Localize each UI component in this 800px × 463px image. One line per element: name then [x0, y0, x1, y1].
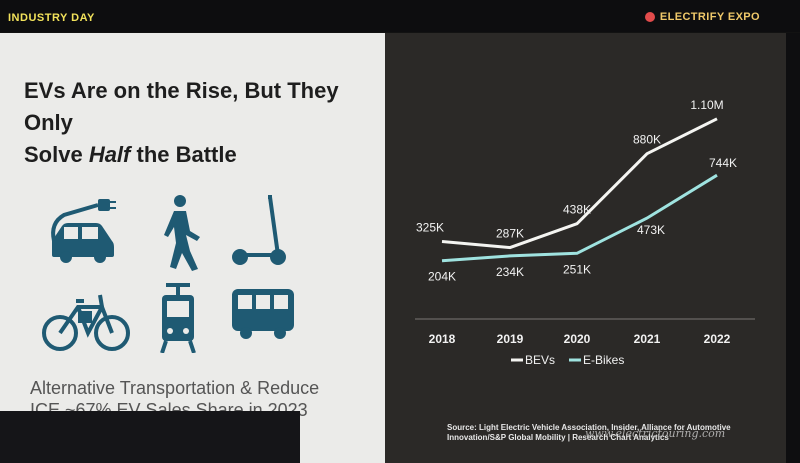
data-label-e-bikes-2019: 234K [496, 265, 524, 279]
expo-header-bar: INDUSTRY DAY ELECTRIFY EXPO [0, 0, 800, 32]
presentation-slide: EVs Are on the Rise, But They Only Solve… [0, 33, 786, 463]
title-line-1: EVs Are on the Rise, But They Only [24, 78, 339, 135]
series-line-e-bikes [441, 173, 718, 263]
legend-label-bevs: BEVs [525, 353, 555, 367]
data-label-bevs-2021: 880K [633, 133, 661, 147]
kick-scooter-icon [232, 195, 286, 265]
slide-title: EVs Are on the Rise, But They Only Solve… [24, 75, 374, 171]
electrify-expo-label: ELECTRIFY EXPO [659, 11, 760, 23]
data-label-e-bikes-2020: 251K [563, 262, 591, 276]
slide-left-panel: EVs Are on the Rise, But They Only Solve… [0, 33, 385, 463]
data-label-e-bikes-2021: 473K [637, 223, 665, 237]
slide-chart-panel: 325K 287K 438K 880K 1.10M 204K 234K 251K 473K 744… [385, 33, 786, 463]
x-tick-label-2018: 2018 [429, 332, 456, 346]
pedestrian-icon [164, 195, 200, 271]
screen-edge [786, 33, 800, 463]
growth-line-chart: 325K 287K 438K 880K 1.10M 204K 234K 251K 473K 744… [415, 98, 755, 367]
data-label-bevs-2019: 287K [496, 227, 524, 241]
logo-dot-icon [644, 12, 655, 22]
watermark-text: www.electrictouring.com [585, 427, 726, 440]
bus-icon [232, 289, 294, 339]
data-label-bevs-2018: 325K [416, 221, 444, 235]
legend-label-e-bikes: E-Bikes [583, 353, 624, 367]
e-bike-icon [42, 294, 130, 351]
title-line-2-emphasis: Half [88, 142, 131, 167]
title-line-2: Solve Half the Battle [24, 139, 374, 171]
electric-car-icon [51, 199, 116, 263]
chart-legend: BEVs E-Bikes [511, 353, 624, 367]
transport-icons-grid [42, 195, 294, 353]
source-note: Source: Light Electric Vehicle Associati… [447, 423, 731, 442]
x-tick-label-2022: 2022 [704, 332, 731, 346]
data-label-bevs-2020: 438K [563, 203, 591, 217]
subtitle-line-1: Alternative Transportation & Reduce [30, 378, 320, 398]
data-label-e-bikes-2022: 744K [709, 156, 737, 170]
data-labels: 325K 287K 438K 880K 1.10M 204K 234K 251K 473K 744… [416, 98, 737, 284]
title-line-2-pre: Solve [24, 142, 89, 167]
electrify-expo-logo: ELECTRIFY EXPO [644, 11, 760, 23]
tram-icon [160, 283, 196, 353]
audience-silhouette [0, 411, 300, 463]
x-tick-label-2019: 2019 [497, 332, 524, 346]
data-label-e-bikes-2018: 204K [428, 270, 456, 284]
x-tick-label-2020: 2020 [564, 332, 591, 346]
series-line-bevs [441, 117, 718, 250]
data-label-bevs-2022: 1.10M [690, 98, 723, 112]
title-line-2-post: the Battle [130, 142, 237, 167]
x-axis: 2018 2019 2020 2021 2022 [415, 318, 755, 346]
x-tick-label-2021: 2021 [634, 332, 661, 346]
series-lines [441, 117, 718, 263]
industry-day-label: INDUSTRY DAY [8, 12, 95, 24]
